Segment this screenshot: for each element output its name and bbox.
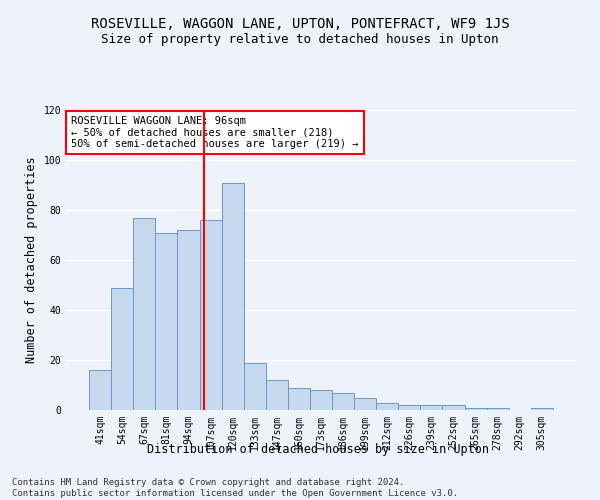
Bar	[464, 408, 487, 410]
Bar	[398, 405, 421, 410]
Bar	[200, 220, 221, 410]
Bar	[442, 405, 464, 410]
Bar	[310, 390, 332, 410]
Bar	[421, 405, 442, 410]
Bar	[354, 398, 376, 410]
Bar	[244, 362, 266, 410]
Bar	[266, 380, 288, 410]
Text: ROSEVILLE WAGGON LANE: 96sqm
← 50% of detached houses are smaller (218)
50% of s: ROSEVILLE WAGGON LANE: 96sqm ← 50% of de…	[71, 116, 359, 149]
Bar	[155, 232, 178, 410]
Bar	[111, 288, 133, 410]
Bar	[133, 218, 155, 410]
Bar	[178, 230, 200, 410]
Text: Distribution of detached houses by size in Upton: Distribution of detached houses by size …	[147, 442, 489, 456]
Bar	[89, 370, 111, 410]
Text: ROSEVILLE, WAGGON LANE, UPTON, PONTEFRACT, WF9 1JS: ROSEVILLE, WAGGON LANE, UPTON, PONTEFRAC…	[91, 18, 509, 32]
Bar	[332, 392, 354, 410]
Bar	[531, 408, 553, 410]
Bar	[221, 182, 244, 410]
Bar	[288, 388, 310, 410]
Text: Contains HM Land Registry data © Crown copyright and database right 2024.
Contai: Contains HM Land Registry data © Crown c…	[12, 478, 458, 498]
Text: Size of property relative to detached houses in Upton: Size of property relative to detached ho…	[101, 32, 499, 46]
Bar	[487, 408, 509, 410]
Bar	[376, 402, 398, 410]
Y-axis label: Number of detached properties: Number of detached properties	[25, 156, 38, 364]
